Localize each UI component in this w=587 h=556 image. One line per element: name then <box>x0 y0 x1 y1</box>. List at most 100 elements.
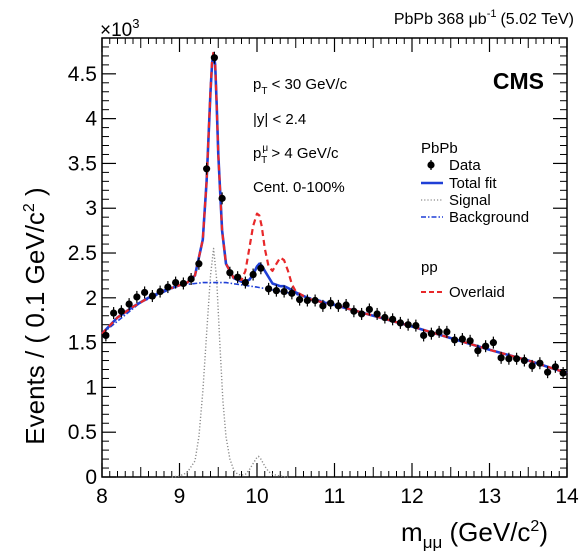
axis-ticks <box>101 37 568 478</box>
x-tick-label: 14 <box>555 485 579 508</box>
data-point <box>482 340 490 353</box>
x-tick-label: 8 <box>96 485 108 508</box>
legend-pbpb-title: PbPb <box>421 140 458 157</box>
data-point <box>404 318 412 331</box>
data-point <box>210 51 218 64</box>
y-tick-label: 0 <box>85 466 97 489</box>
data-point <box>265 282 273 295</box>
data-point <box>125 298 133 311</box>
data-point <box>365 303 373 316</box>
lumi-label: PbPb 368 μb-1 (5.02 TeV) <box>394 8 574 28</box>
data-point <box>505 352 513 365</box>
data-point <box>389 313 397 326</box>
data-point <box>203 162 211 175</box>
data-point <box>466 334 474 347</box>
data-point <box>420 329 428 342</box>
data-point <box>288 287 296 300</box>
x-tick-label: 11 <box>324 485 346 508</box>
y-tick-label: 0.5 <box>68 421 97 444</box>
data-point <box>342 298 350 311</box>
data-point <box>396 316 404 329</box>
data-point <box>102 329 110 342</box>
rapidity-cut-label: |y| < 2.4 <box>253 111 306 128</box>
data-point <box>381 311 389 324</box>
centrality-label: Cent. 0-100% <box>253 179 345 196</box>
data-point <box>218 192 226 205</box>
data-point <box>172 276 180 289</box>
x-axis-title: mμμ (GeV/c2) <box>401 517 548 552</box>
data-point <box>435 325 443 338</box>
y-tick-label: 4 <box>85 108 97 131</box>
plot-frame <box>101 37 568 478</box>
legend-background-label: Background <box>449 209 529 226</box>
data-point <box>179 277 187 290</box>
legend: PbPb Data Total fit Signal Background pp… <box>421 140 529 301</box>
data-point <box>544 366 552 379</box>
data-point <box>412 319 420 332</box>
data-point <box>241 276 249 289</box>
data-point <box>303 294 311 307</box>
data-point <box>110 307 118 320</box>
data-point <box>311 294 319 307</box>
data-point <box>334 299 342 312</box>
y-tick-label: 2 <box>85 287 97 310</box>
legend-overlaid-label: Overlaid <box>449 284 505 301</box>
cms-label: CMS <box>493 68 544 94</box>
data-point <box>427 327 435 340</box>
x-tick-labels: 8 9 10 11 12 13 14 <box>96 485 579 508</box>
y-tick-label: 3 <box>85 197 97 220</box>
y-tick-labels: 0 0.5 1 1.5 2 2.5 3 3.5 4 4.5 <box>68 63 98 489</box>
legend-signal-label: Signal <box>449 192 491 209</box>
signal-curve <box>171 247 289 478</box>
data-point <box>528 359 536 372</box>
data-point <box>373 307 381 320</box>
data-point <box>164 281 172 294</box>
y-tick-label: 3.5 <box>68 152 97 175</box>
data-point <box>458 333 466 346</box>
data-point <box>133 290 141 303</box>
data-point <box>443 325 451 338</box>
muon-pt-cut-label: pμ T > 4 GeV/c <box>253 143 339 166</box>
legend-data-label: Data <box>449 157 481 174</box>
x-tick-label: 9 <box>174 485 186 508</box>
data-point <box>187 273 195 286</box>
data-point <box>226 266 234 279</box>
curves <box>101 50 568 478</box>
data-point <box>272 284 280 297</box>
y-tick-label: 1 <box>85 376 97 399</box>
data-point <box>117 305 125 318</box>
data-point <box>551 360 559 373</box>
data-point <box>234 271 242 284</box>
data-point <box>327 297 335 310</box>
x-tick-label: 13 <box>478 485 501 508</box>
data-point <box>474 344 482 357</box>
y-axis-title: Events / ( 0.1 GeV/c2 ) <box>20 187 50 444</box>
data-point <box>536 357 544 370</box>
data-point <box>451 333 459 346</box>
data-point <box>358 307 366 320</box>
data-point <box>148 290 156 303</box>
data-point <box>257 262 265 275</box>
y-tick-label: 1.5 <box>68 332 97 355</box>
data-point <box>559 367 567 380</box>
x-tick-label: 10 <box>245 485 268 508</box>
data-point <box>195 257 203 270</box>
y-tick-label: 2.5 <box>68 242 97 265</box>
data-point <box>497 351 505 364</box>
data-points <box>102 51 567 380</box>
x-tick-label: 12 <box>400 485 423 508</box>
data-point <box>350 305 358 318</box>
data-point <box>513 352 521 365</box>
legend-total-fit-label: Total fit <box>449 175 497 192</box>
data-point <box>319 299 327 312</box>
data-point <box>141 286 149 299</box>
y-multiplier: ×103 <box>100 16 139 41</box>
y-tick-label: 4.5 <box>68 63 97 86</box>
data-point <box>156 285 164 298</box>
data-point <box>280 285 288 298</box>
legend-pp-title: pp <box>421 259 438 276</box>
data-point <box>249 268 257 281</box>
data-point <box>489 336 497 349</box>
data-point <box>296 293 304 306</box>
